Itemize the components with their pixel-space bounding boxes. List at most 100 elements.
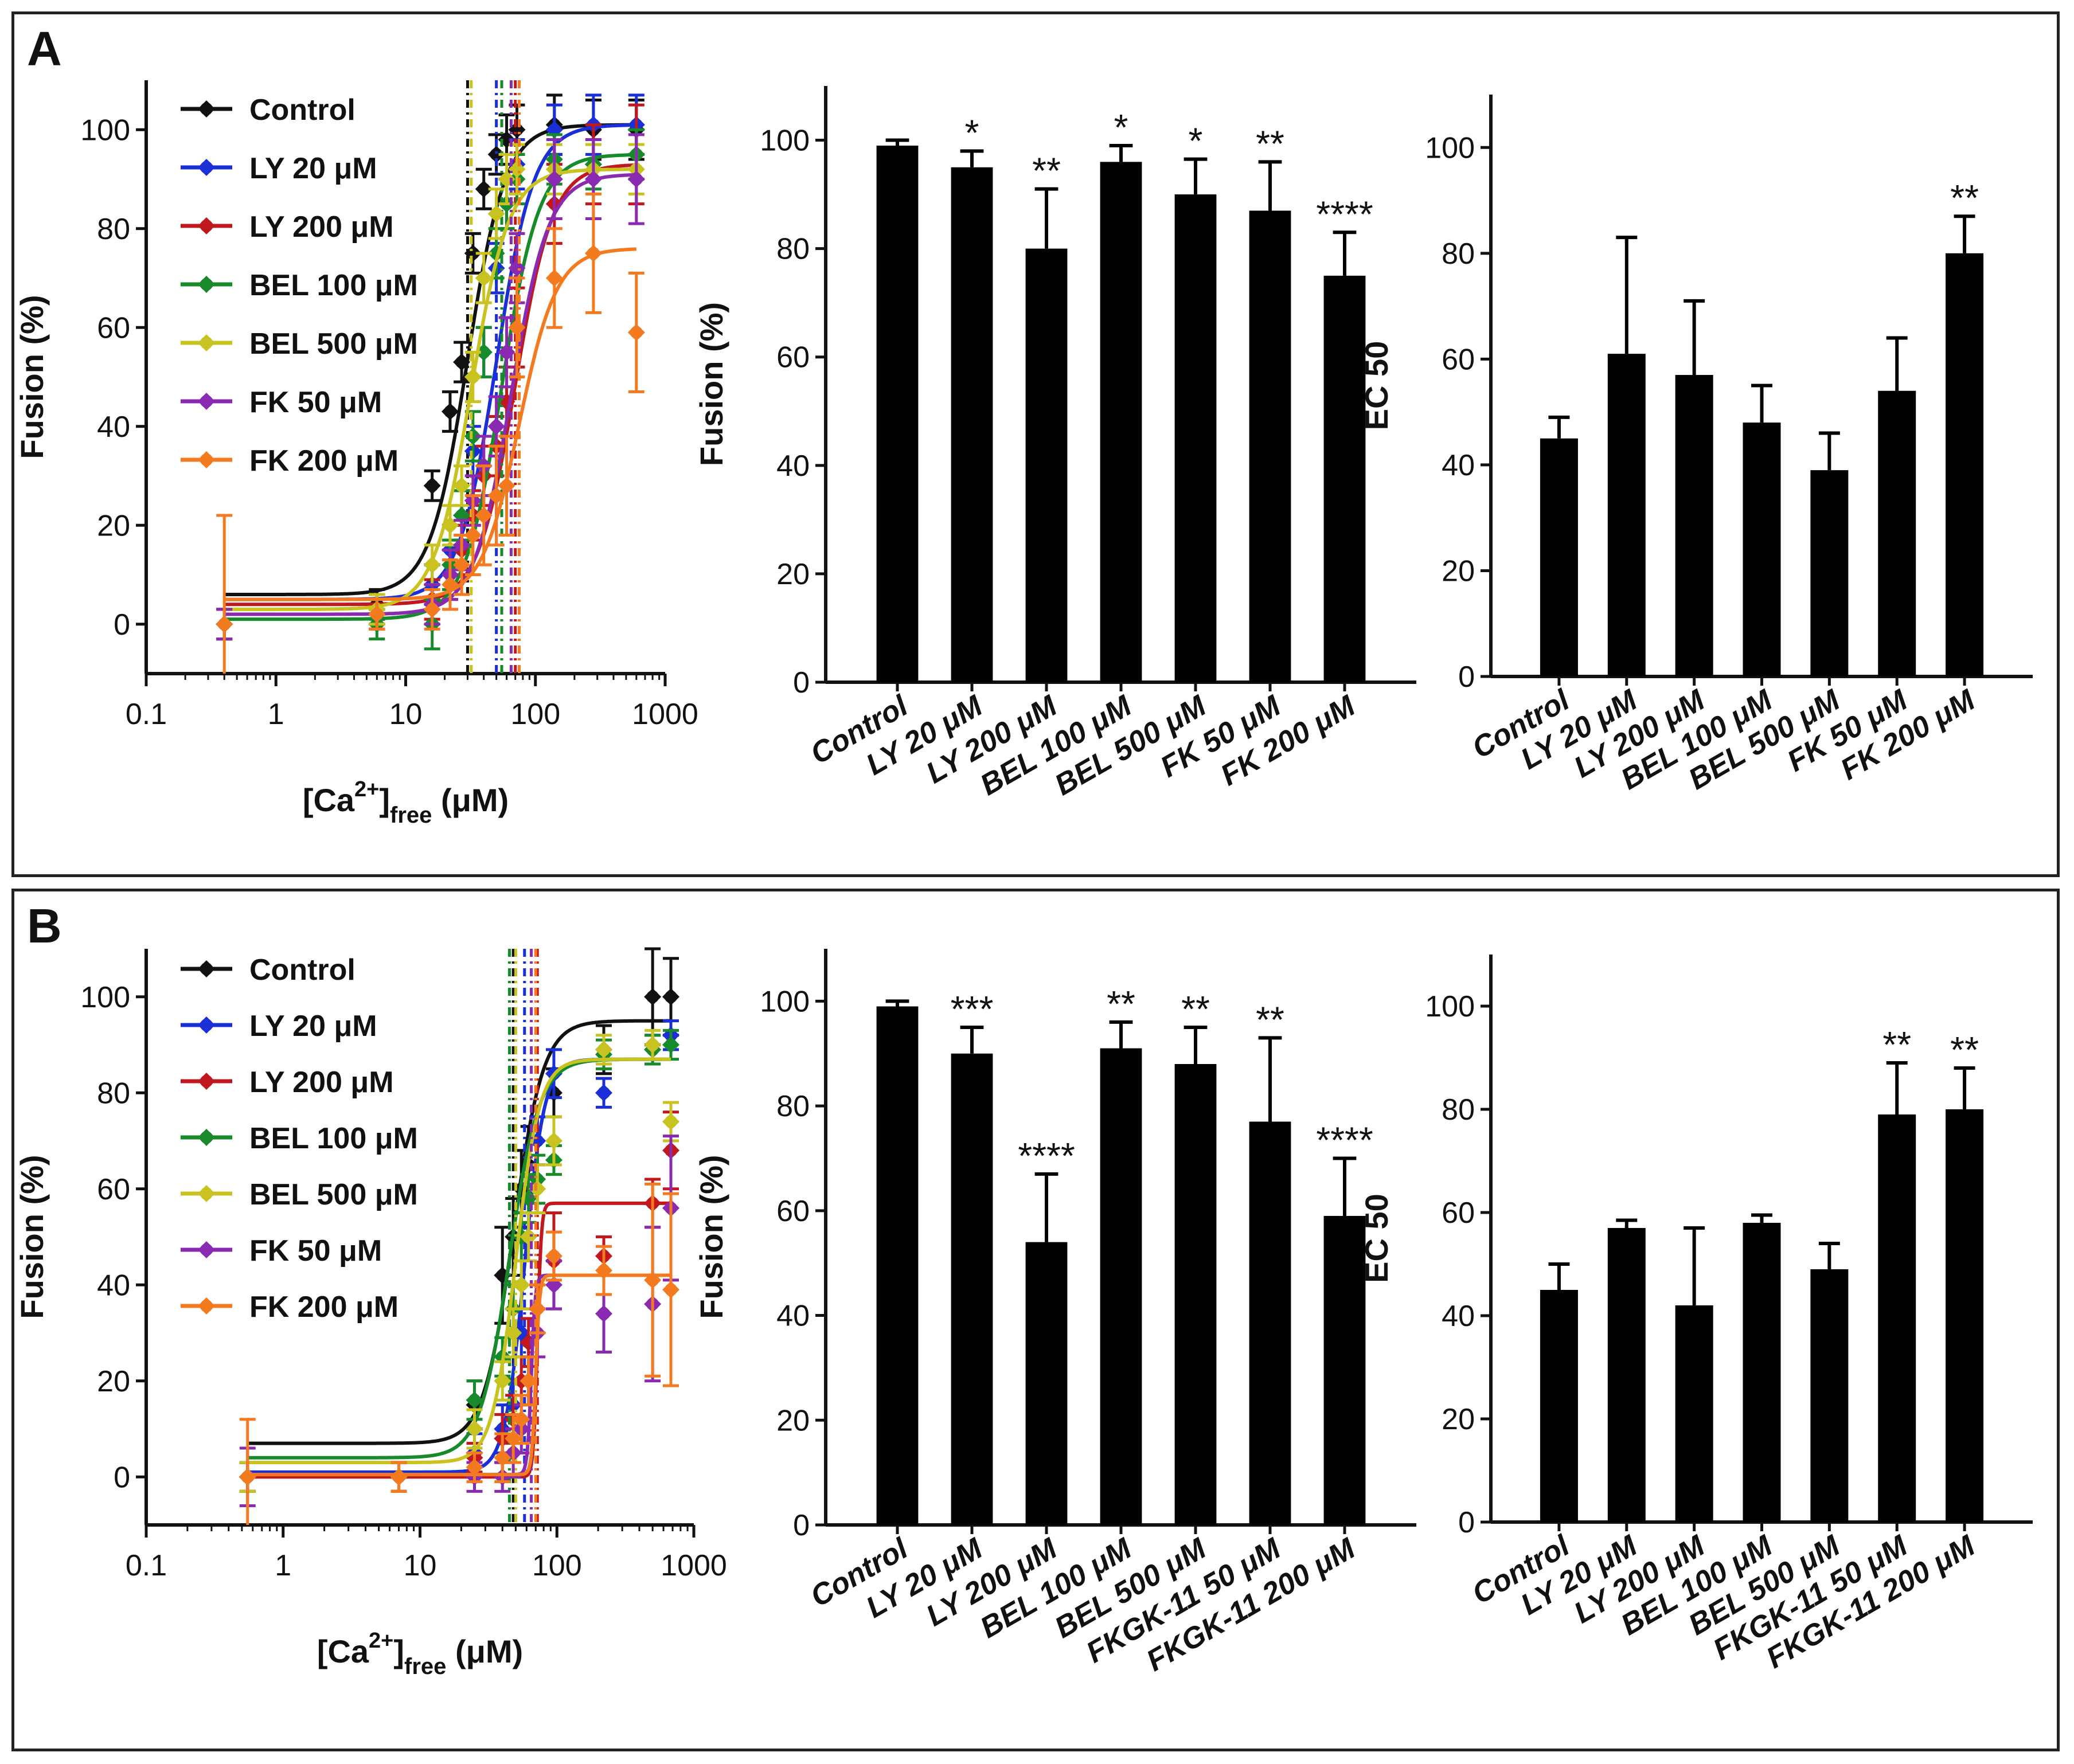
y-tick-label: 80 (776, 233, 810, 266)
B_curve-series-6 (239, 949, 680, 1525)
marker-dot (425, 603, 439, 616)
bar (1878, 1114, 1916, 1522)
y-tick-label: 20 (776, 558, 810, 591)
B_curve-y-axis: 0 20 40 60 80 100 Fusion (%) (14, 949, 148, 1525)
marker-dot (630, 326, 643, 339)
legend-item: Control (181, 953, 356, 987)
legend-label: Control (249, 953, 356, 987)
marker-dot (200, 395, 213, 408)
fit-curve (247, 1019, 671, 1445)
significance-label: **** (1316, 1119, 1373, 1160)
legend-item: FK 200 μM (181, 1290, 399, 1324)
y-tick-label: 40 (776, 449, 810, 483)
x-tick-label: 1000 (632, 698, 698, 731)
marker-dot (587, 247, 600, 260)
fit-curve (247, 1201, 671, 1479)
panel-a-letter: A (27, 22, 62, 76)
marker-dot (200, 453, 213, 466)
marker-dot (597, 1307, 611, 1320)
bar (1540, 438, 1578, 676)
marker-dot (455, 355, 468, 369)
bar (1946, 1109, 1984, 1522)
marker-dot (665, 1115, 678, 1128)
marker-dot (455, 509, 468, 522)
bar (1675, 375, 1713, 676)
y-axis-title: Fusion (%) (14, 295, 50, 459)
x-tick-label: 0.1 (126, 698, 167, 731)
marker-dot (531, 1182, 544, 1195)
marker-dot (466, 370, 479, 384)
y-tick-label: 20 (776, 1404, 810, 1437)
significance-label: ** (1181, 988, 1210, 1030)
y-tick-label: 80 (97, 1077, 130, 1110)
legend-label: FK 50 μM (249, 386, 382, 419)
y-tick-label: 0 (114, 1461, 130, 1494)
bar (951, 167, 993, 682)
marker-dot (468, 1422, 481, 1436)
A_ec50-y-axis: 0 20 40 60 80 100 EC 50 (1358, 95, 1493, 694)
marker-dot (200, 963, 213, 975)
B_fusion-y-axis: 0 20 40 60 80 100 Fusion (%) (693, 949, 827, 1542)
bar (1174, 1064, 1217, 1525)
legend-label: BEL 100 μM (249, 269, 418, 302)
marker-dot (200, 1075, 213, 1088)
y-axis-title: Fusion (%) (14, 1155, 50, 1319)
marker-dot (547, 1250, 560, 1262)
bar (1743, 1223, 1781, 1522)
marker-dot (510, 321, 524, 334)
bar (1323, 1215, 1366, 1525)
legend-item: FK 200 μM (181, 444, 399, 478)
bar (1810, 1269, 1849, 1522)
marker-dot (200, 220, 213, 232)
significance-label: * (1189, 120, 1203, 162)
y-tick-label: 80 (97, 213, 130, 246)
marker-dot (200, 337, 213, 349)
legend-item: LY 20 μM (181, 1010, 377, 1043)
x-tick-label: 100 (510, 698, 560, 731)
marker-dot (490, 148, 503, 161)
marker-dot (646, 990, 659, 1003)
bar (1810, 470, 1849, 676)
A_fusion-bars: Control*LY 20 μM**LY 200 μM*BEL 100 μM*B… (805, 107, 1373, 802)
marker-dot (477, 182, 490, 195)
significance-label: **** (1018, 1135, 1075, 1176)
significance-label: ** (1032, 150, 1061, 191)
marker-dot (665, 1283, 678, 1296)
marker-dot (665, 990, 678, 1003)
y-tick-label: 40 (1442, 1300, 1475, 1333)
marker-dot (597, 1043, 611, 1056)
y-tick-label: 60 (97, 1173, 130, 1206)
panel-b-letter: B (27, 899, 62, 953)
bar (1025, 1242, 1068, 1525)
marker-dot (490, 207, 503, 220)
marker-dot (490, 489, 503, 502)
legend-item: Control (181, 93, 356, 127)
y-tick-label: 60 (1442, 1196, 1475, 1230)
y-tick-label: 100 (80, 981, 130, 1014)
significance-label: ** (1950, 1029, 1979, 1070)
y-tick-label: 20 (97, 509, 130, 542)
legend-item: FK 50 μM (181, 386, 382, 419)
marker-dot (646, 1038, 659, 1051)
marker-dot (630, 173, 643, 186)
bar (876, 1006, 919, 1525)
marker-dot (200, 103, 213, 115)
y-tick-label: 100 (1425, 990, 1475, 1023)
y-axis-title: EC 50 (1358, 1194, 1395, 1283)
legend-label: LY 20 μM (249, 1010, 377, 1043)
y-tick-label: 100 (760, 124, 810, 158)
fit-curve (247, 1057, 671, 1465)
legend-label: LY 200 μM (249, 210, 394, 244)
marker-dot (531, 1303, 544, 1316)
legend-item: FK 50 μM (181, 1234, 382, 1268)
y-tick-label: 100 (760, 985, 810, 1018)
marker-dot (587, 173, 600, 186)
marker-dot (548, 173, 561, 186)
A_curve-y-axis: 0 20 40 60 80 100 Fusion (%) (14, 80, 148, 674)
marker-dot (477, 346, 490, 359)
significance-label: ** (1882, 1024, 1911, 1065)
marker-dot (547, 1278, 560, 1292)
y-tick-label: 100 (1425, 131, 1475, 165)
legend-item: BEL 500 μM (181, 1178, 418, 1211)
marker-dot (200, 278, 213, 291)
